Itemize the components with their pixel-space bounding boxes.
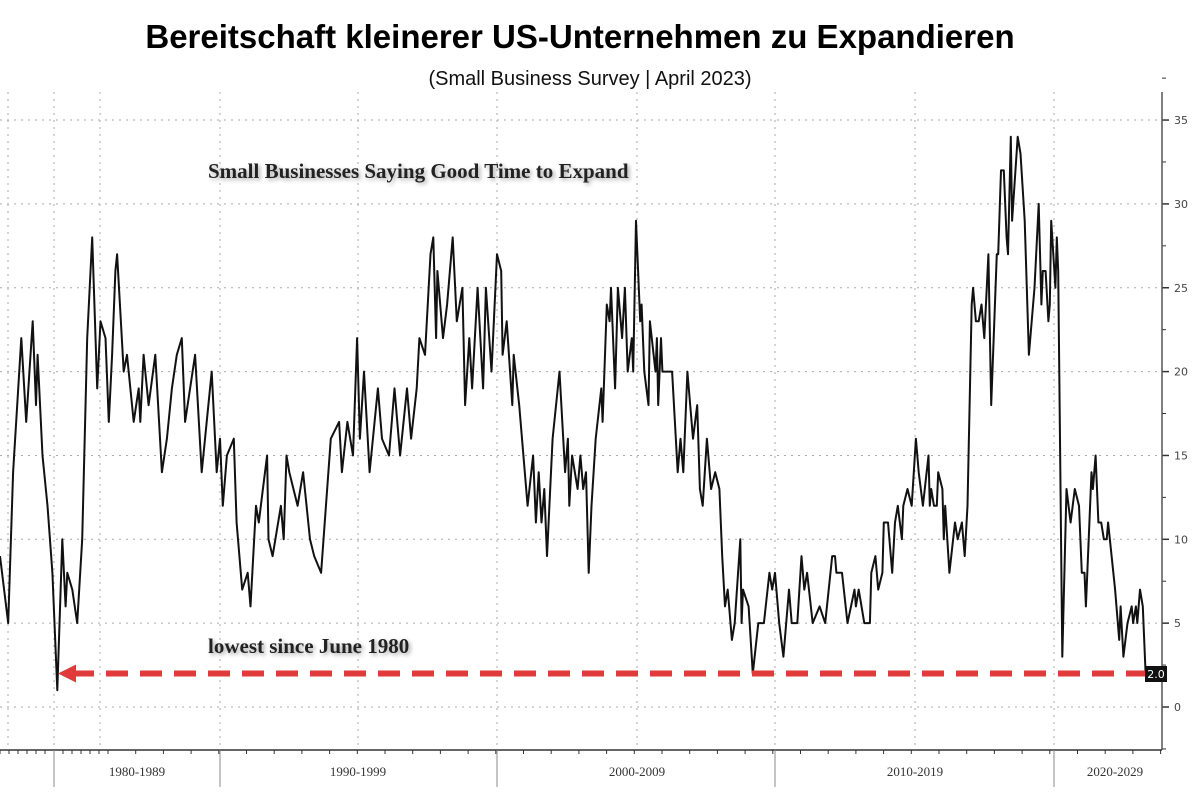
last-value-label: 2.0 bbox=[1147, 668, 1165, 681]
y-tick-label: 35 bbox=[1174, 114, 1188, 127]
arrowhead-icon bbox=[58, 664, 76, 683]
reference-arrow bbox=[58, 664, 1145, 683]
page-subtitle: (Small Business Survey | April 2023) bbox=[428, 68, 752, 90]
axes: 0 5 10 15 20 25 30 35 1980-1989 1990-1999 2000-200… bbox=[0, 77, 1188, 787]
y-tick-label: 25 bbox=[1174, 282, 1188, 295]
chart-title: Small Businesses Saying Good Time to Exp… bbox=[208, 159, 629, 183]
y-tick-label: 30 bbox=[1174, 198, 1188, 211]
x-tick-label: 2020-2029 bbox=[1087, 764, 1143, 779]
gridlines bbox=[0, 92, 1162, 750]
x-tick-label: 2010-2019 bbox=[887, 764, 943, 779]
x-tick-label: 2000-2009 bbox=[609, 764, 665, 779]
last-value-badge bbox=[1145, 666, 1167, 682]
x-tick-label: 1980-1989 bbox=[109, 764, 165, 779]
y-tick-label: 15 bbox=[1174, 449, 1188, 462]
page-title: Bereitschaft kleinerer US-Unternehmen zu… bbox=[145, 18, 1015, 55]
annotation-lowest: lowest since June 1980 bbox=[208, 634, 409, 658]
x-tick-label: 1990-1999 bbox=[330, 764, 386, 779]
y-tick-label: 0 bbox=[1174, 701, 1181, 714]
y-tick-label: 10 bbox=[1174, 533, 1188, 546]
y-tick-label: 20 bbox=[1174, 366, 1188, 379]
y-tick-label: 5 bbox=[1174, 617, 1181, 630]
series-line bbox=[0, 135, 1147, 692]
